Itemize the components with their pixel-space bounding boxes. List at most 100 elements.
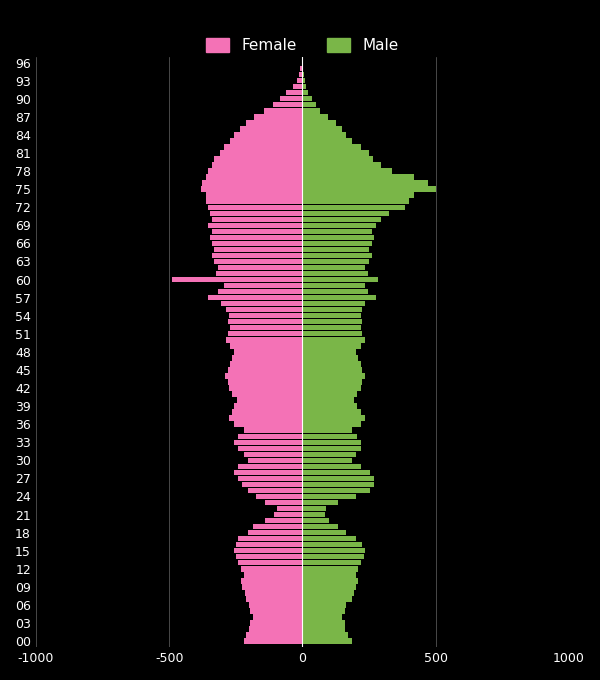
Bar <box>265 518 302 524</box>
Bar <box>206 199 302 204</box>
Bar <box>302 458 352 463</box>
Bar <box>214 156 302 162</box>
Bar <box>302 584 356 590</box>
Bar <box>238 476 302 481</box>
Bar <box>302 126 343 132</box>
Bar <box>302 301 365 307</box>
Bar <box>212 216 302 222</box>
Bar <box>249 626 302 632</box>
Bar <box>302 409 361 415</box>
Bar <box>247 632 302 638</box>
Bar <box>230 138 302 143</box>
Bar <box>302 289 368 294</box>
Bar <box>241 566 302 571</box>
Bar <box>301 66 302 71</box>
Bar <box>302 156 373 162</box>
Bar <box>232 409 302 415</box>
Bar <box>302 186 436 192</box>
Bar <box>302 277 379 282</box>
Bar <box>232 355 302 360</box>
Bar <box>302 228 372 234</box>
Bar <box>299 72 302 78</box>
Bar <box>235 422 302 427</box>
Bar <box>274 512 302 517</box>
Bar <box>247 596 302 602</box>
Bar <box>302 518 329 524</box>
Bar <box>302 343 361 349</box>
Bar <box>302 488 370 493</box>
Bar <box>302 403 357 409</box>
Bar <box>248 488 302 493</box>
Bar <box>286 90 302 95</box>
Bar <box>302 192 415 198</box>
Bar <box>293 84 302 89</box>
Legend: Female, Male: Female, Male <box>200 32 405 59</box>
Bar <box>302 590 355 596</box>
Bar <box>208 295 302 301</box>
Bar <box>230 325 302 330</box>
Bar <box>238 464 302 469</box>
Bar <box>302 132 346 137</box>
Bar <box>302 445 361 451</box>
Bar <box>302 331 362 337</box>
Bar <box>302 452 356 457</box>
Bar <box>218 265 302 270</box>
Bar <box>297 78 302 84</box>
Bar <box>206 192 302 198</box>
Bar <box>302 222 376 228</box>
Bar <box>302 169 392 174</box>
Bar <box>302 470 370 475</box>
Bar <box>244 572 302 577</box>
Bar <box>302 355 358 360</box>
Bar <box>302 216 381 222</box>
Bar <box>302 439 361 445</box>
Bar <box>212 241 302 246</box>
Bar <box>206 174 302 180</box>
Bar <box>302 271 368 276</box>
Bar <box>224 144 302 150</box>
Bar <box>302 434 357 439</box>
Bar <box>253 524 302 529</box>
Bar <box>238 434 302 439</box>
Bar <box>230 361 302 367</box>
Bar <box>228 367 302 373</box>
Bar <box>208 222 302 228</box>
Bar <box>302 415 365 421</box>
Bar <box>214 259 302 264</box>
Bar <box>220 150 302 156</box>
Bar <box>302 512 325 517</box>
Bar <box>273 102 302 107</box>
Bar <box>302 199 409 204</box>
Bar <box>302 84 306 89</box>
Bar <box>302 337 365 343</box>
Bar <box>302 361 361 367</box>
Bar <box>302 464 361 469</box>
Bar <box>302 108 320 114</box>
Bar <box>244 639 302 644</box>
Bar <box>302 96 312 101</box>
Bar <box>201 186 302 192</box>
Bar <box>302 530 346 535</box>
Bar <box>302 102 316 107</box>
Bar <box>302 241 372 246</box>
Bar <box>302 602 346 608</box>
Bar <box>302 259 369 264</box>
Bar <box>238 445 302 451</box>
Bar <box>302 283 365 288</box>
Bar <box>229 386 302 391</box>
Bar <box>302 205 405 210</box>
Bar <box>302 265 365 270</box>
Bar <box>302 90 308 95</box>
Bar <box>242 584 302 590</box>
Bar <box>302 307 362 312</box>
Bar <box>235 403 302 409</box>
Bar <box>228 379 302 385</box>
Bar <box>249 602 302 608</box>
Bar <box>229 313 302 318</box>
Bar <box>302 78 305 84</box>
Bar <box>302 144 361 150</box>
Bar <box>302 397 355 403</box>
Bar <box>253 614 302 619</box>
Bar <box>302 72 304 78</box>
Bar <box>302 560 361 566</box>
